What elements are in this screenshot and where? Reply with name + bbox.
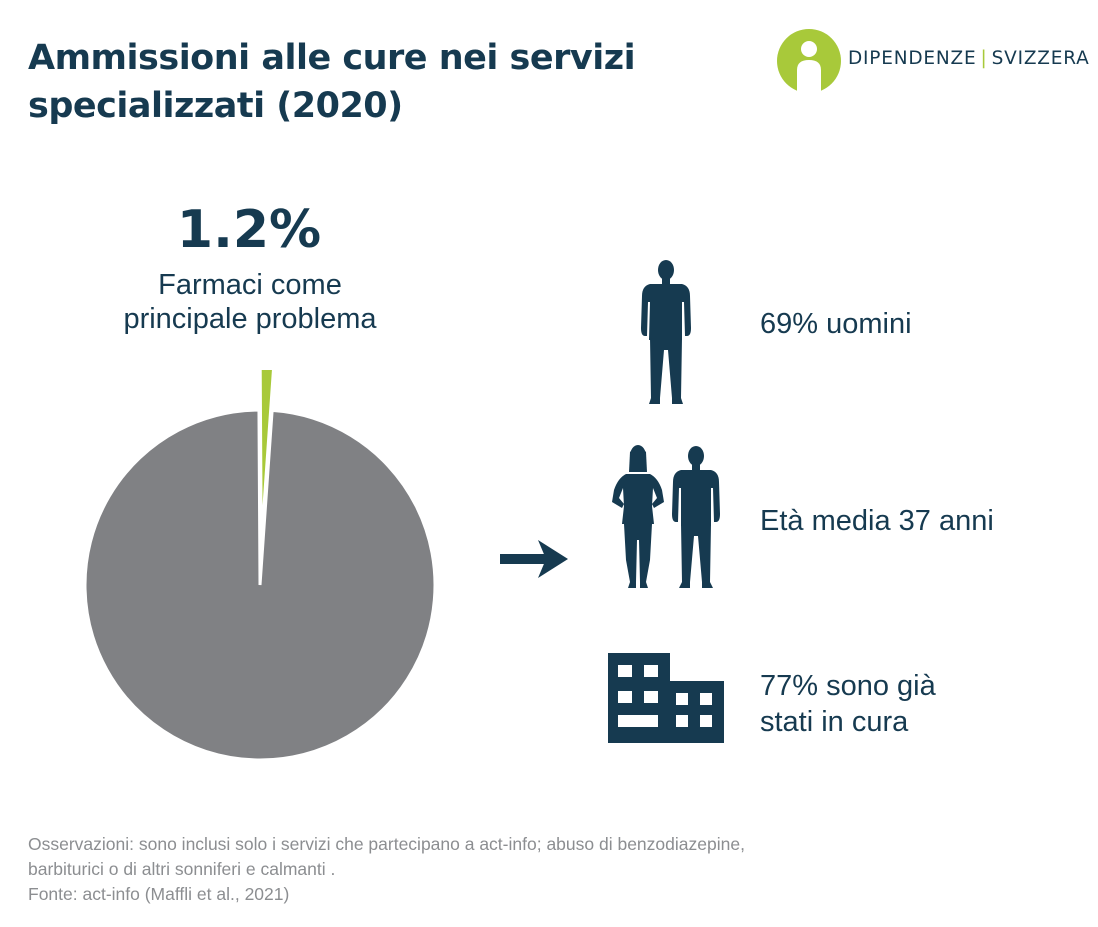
title-line-1: Ammissioni alle cure nei servizi [28, 38, 636, 78]
stat-men: 69% uomini [760, 306, 912, 342]
stat-mean-age-text: Età media 37 anni [760, 505, 994, 537]
logo-person-icon [777, 29, 841, 94]
pie-slice-other [83, 408, 437, 762]
stat-previous-treatment-line-1: 77% sono già [760, 670, 936, 702]
stat-mean-age: Età media 37 anni [760, 503, 994, 539]
footnote-source: Fonte: act-info (Maffli et al., 2021) [28, 884, 290, 904]
logo-word-dipendenze: DIPENDENZE [848, 48, 977, 69]
footnote-observations-line-2: barbiturici o di altri sonniferi e calma… [28, 859, 336, 879]
pie-chart [83, 370, 437, 762]
stat-previous-treatment: 77% sono già stati in cura [760, 668, 936, 740]
dipendenze-svizzera-logo: DIPENDENZE | SVIZZERA [776, 28, 1089, 94]
logo-separator: | [980, 48, 988, 69]
stat-previous-treatment-line-2: stati in cura [760, 706, 909, 738]
footnote-observations-line-1: Osservazioni: sono inclusi solo i serviz… [28, 834, 745, 854]
arrow-right-icon [500, 540, 568, 578]
caption-line-2: principale problema [123, 303, 377, 335]
pie-slice-farmaci [258, 370, 275, 546]
building-icon [608, 653, 724, 743]
caption-line-1: Farmaci come [158, 269, 342, 301]
stat-men-text: 69% uomini [760, 308, 912, 340]
logo-wordmark: DIPENDENZE | SVIZZERA [848, 48, 1090, 69]
logo-word-svizzera: SVIZZERA [991, 48, 1090, 69]
title-line-2: specializzati (2020) [28, 86, 403, 126]
page-title: Ammissioni alle cure nei servizi special… [28, 34, 748, 130]
highlight-percentage: 1.2% [176, 200, 322, 260]
man-silhouette-icon [641, 260, 691, 404]
footnote: Osservazioni: sono inclusi solo i serviz… [28, 832, 928, 907]
highlight-caption: Farmaci come principale problema [0, 268, 500, 336]
woman-and-man-silhouette-icon [612, 445, 720, 588]
